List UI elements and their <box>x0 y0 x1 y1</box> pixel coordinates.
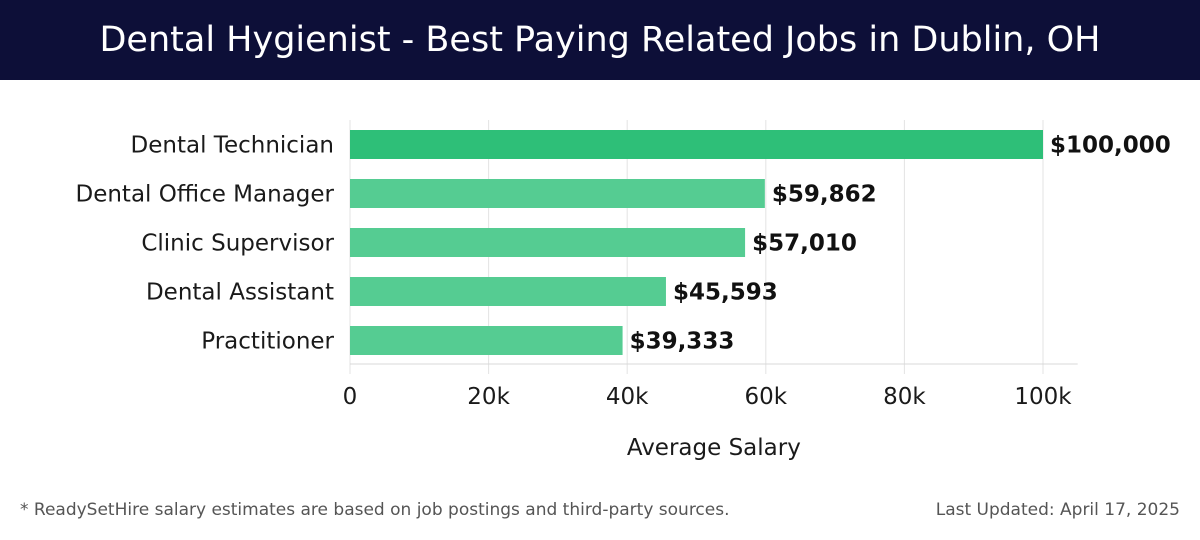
category-label: Clinic Supervisor <box>141 231 334 257</box>
category-label: Dental Technician <box>131 133 334 159</box>
chart-title: Dental Hygienist - Best Paying Related J… <box>99 20 1101 60</box>
bar-dental-technician <box>350 130 1043 159</box>
value-label: $100,000 <box>1050 133 1171 159</box>
value-label: $57,010 <box>752 231 857 257</box>
bar-dental-office-manager <box>350 179 765 208</box>
x-tick-label: 80k <box>883 384 926 410</box>
bars <box>350 130 1043 355</box>
x-tick-label: 0 <box>343 384 358 410</box>
value-label: $45,593 <box>673 280 778 306</box>
bar-clinic-supervisor <box>350 228 746 257</box>
category-labels: Dental Technician Dental Office Manager Cl… <box>75 133 334 355</box>
category-label: Dental Assistant <box>146 280 334 306</box>
value-label: $59,862 <box>772 182 877 208</box>
x-tick-label: 100k <box>1014 384 1072 410</box>
x-tick-label: 20k <box>467 384 510 410</box>
x-tick-label: 40k <box>606 384 649 410</box>
value-labels: $100,000 $59,862 $57,010 $45,593 $39,333 <box>630 133 1171 355</box>
footer-disclaimer: * ReadySetHire salary estimates are base… <box>20 500 730 520</box>
x-tick-label: 60k <box>745 384 788 410</box>
bar-practitioner <box>350 326 623 355</box>
bar-dental-assistant <box>350 277 666 306</box>
footer-last-updated: Last Updated: April 17, 2025 <box>935 500 1180 520</box>
category-label: Dental Office Manager <box>75 182 334 208</box>
value-label: $39,333 <box>630 329 735 355</box>
x-tick-labels: 0 20k 40k 60k 80k 100k <box>343 384 1073 410</box>
category-label: Practitioner <box>201 329 334 355</box>
salary-bar-chart: Dental Technician Dental Office Manager Cl… <box>75 120 1171 461</box>
chart-title-banner: Dental Hygienist - Best Paying Related J… <box>0 0 1200 80</box>
x-axis-title: Average Salary <box>627 435 801 461</box>
